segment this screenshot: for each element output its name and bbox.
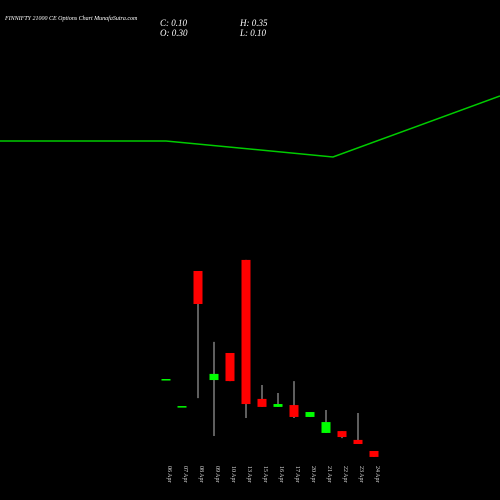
- candle-body: [209, 373, 219, 381]
- chart-title: FINNIFTY 21000 CE Options Chart MunafaSu…: [4, 15, 138, 22]
- close-label: C: 0.10: [160, 18, 188, 28]
- candle-body: [353, 439, 363, 445]
- candle-body: [161, 379, 171, 381]
- candle-body: [273, 404, 283, 407]
- x-tick-label: 21 Apr: [326, 466, 332, 483]
- low-label: L: 0.10: [239, 28, 267, 38]
- candle-body: [289, 405, 299, 417]
- x-tick-label: 15 Apr: [262, 466, 268, 483]
- x-tick-label: 16 Apr: [278, 466, 284, 483]
- x-tick-label: 23 Apr: [358, 466, 364, 483]
- x-tick-label: 10 Apr: [230, 466, 236, 483]
- x-tick-label: 22 Apr: [342, 466, 348, 483]
- open-label: O: 0.30: [160, 28, 188, 38]
- candle-body: [337, 431, 347, 438]
- candle-body: [241, 259, 251, 405]
- x-tick-label: 24 Apr: [374, 466, 380, 483]
- candle-body: [321, 422, 331, 433]
- candle-body: [257, 398, 267, 407]
- x-tick-label: 08 Apr: [198, 466, 204, 483]
- candle-body: [193, 270, 203, 304]
- x-tick-label: 17 Apr: [294, 466, 300, 483]
- overlay-line: [0, 95, 500, 158]
- high-label: H: 0.35: [239, 18, 268, 28]
- x-tick-label: 06 Apr: [166, 466, 172, 483]
- candle-body: [225, 352, 235, 382]
- candle-body: [305, 412, 315, 417]
- x-tick-label: 07 Apr: [182, 466, 188, 483]
- x-tick-label: 09 Apr: [214, 466, 220, 483]
- candle-body: [177, 406, 187, 408]
- candle-body: [369, 450, 379, 457]
- x-tick-label: 20 Apr: [310, 466, 316, 483]
- x-tick-label: 13 Apr: [246, 466, 252, 483]
